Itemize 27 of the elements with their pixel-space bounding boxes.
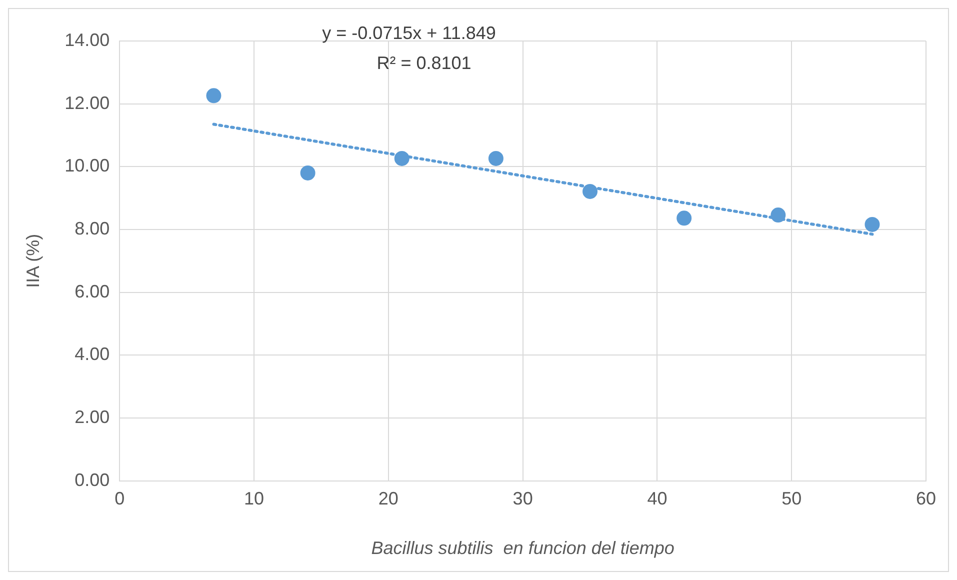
point: [300, 165, 316, 180]
point: [582, 184, 598, 199]
annotation: R² = 0.8101: [376, 53, 472, 73]
point: [676, 210, 692, 226]
point: [770, 208, 786, 223]
y-tick-label: 12.00: [64, 92, 110, 113]
annotation: y = -0.0715x + 11.849: [322, 23, 496, 43]
x-tick-label: 50: [782, 488, 802, 509]
x-tick-label: 60: [916, 488, 936, 509]
y-tick-label: 8.00: [74, 218, 110, 238]
point: [394, 150, 410, 166]
x-tick-label: 30: [512, 488, 533, 509]
y-tick-label: 6.00: [74, 281, 110, 302]
y-tick-label: 4.00: [74, 344, 110, 364]
y-axis-title: IIA (%): [22, 234, 43, 288]
x-tick-label: 10: [244, 488, 264, 509]
x-axis-title: Bacillus subtilis en funcion del tiempo: [371, 538, 674, 558]
y-tick-label: 10.00: [64, 156, 110, 176]
x-tick-label: 40: [647, 488, 668, 509]
point: [206, 88, 222, 104]
y-tick-label: 0.00: [74, 470, 110, 490]
point: [488, 150, 504, 166]
x-tick-label: 0: [114, 488, 125, 509]
y-tick-label: 2.00: [74, 406, 110, 427]
y-tick-label: 14.00: [64, 30, 110, 50]
point: [864, 216, 880, 232]
x-tick-label: 20: [378, 488, 398, 509]
